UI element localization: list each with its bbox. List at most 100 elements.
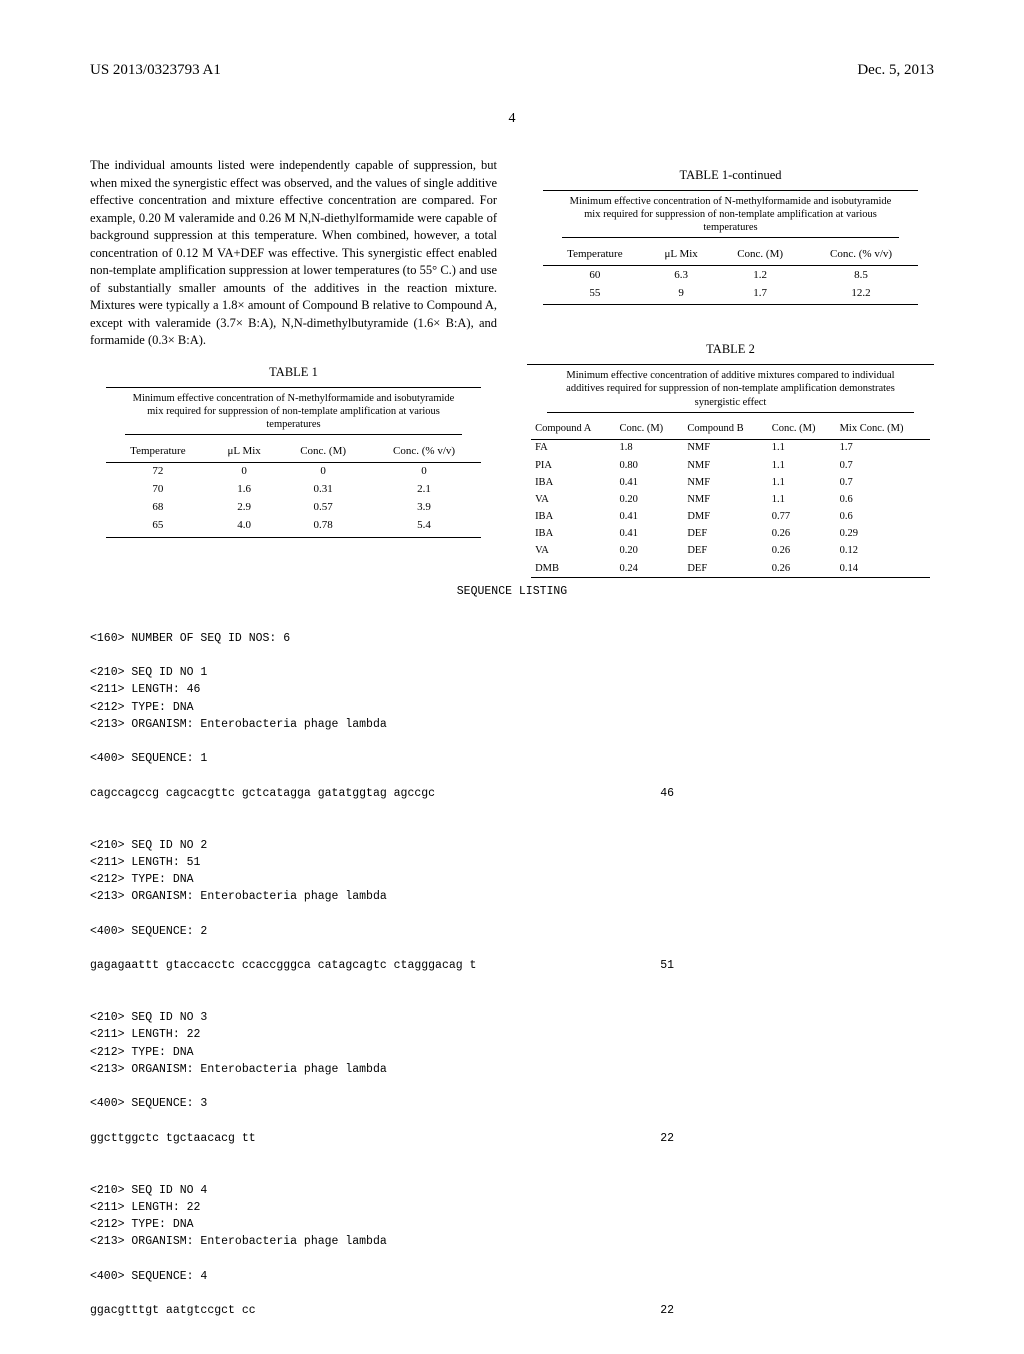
t2-col-1: Conc. (M) [615, 419, 683, 440]
t1c-col-2: Conc. (M) [716, 244, 805, 265]
table-cell: 0.7 [836, 457, 930, 474]
two-column-layout: The individual amounts listed were indep… [90, 157, 934, 584]
table-2-title: TABLE 2 [527, 341, 934, 358]
table-cell: 0.6 [836, 491, 930, 508]
table-1: Temperature μL Mix Conc. (M) Conc. (% v/… [106, 441, 480, 537]
table-row: DMB0.24DEF0.260.14 [531, 560, 930, 577]
table-row: VA0.20DEF0.260.12 [531, 543, 930, 560]
table-cell: PIA [531, 457, 615, 474]
table-row: IBA0.41DEF0.260.29 [531, 526, 930, 543]
table-cell: 6.3 [647, 266, 716, 284]
table-2-caption: Minimum effective concentration of addit… [527, 364, 934, 412]
table-cell: 0.26 [768, 543, 836, 560]
t1-col-1: μL Mix [210, 441, 279, 462]
t1c-col-1: μL Mix [647, 244, 716, 265]
table-cell: FA [531, 439, 615, 457]
table-cell: 68 [106, 498, 209, 516]
table-1-caption: Minimum effective concentration of N-met… [106, 387, 480, 435]
table-cell: 3.9 [367, 498, 480, 516]
table-cell: 1.1 [768, 457, 836, 474]
body-text: The individual amounts listed were indep… [90, 157, 497, 350]
left-column: The individual amounts listed were indep… [90, 157, 497, 584]
table-cell: 1.2 [716, 266, 805, 284]
table-cell: 70 [106, 481, 209, 499]
sequence-length: 22 [660, 1302, 934, 1319]
table-cell: 0.41 [615, 526, 683, 543]
sequence-row: gagagaattt gtaccacctc ccaccgggca catagca… [90, 957, 934, 974]
t1-col-0: Temperature [106, 441, 209, 462]
table-row: VA0.20NMF1.10.6 [531, 491, 930, 508]
table-cell: 1.7 [836, 439, 930, 457]
table-cell: 5.4 [367, 516, 480, 536]
table-row: 701.60.312.1 [106, 481, 480, 499]
t2-col-2: Compound B [683, 419, 767, 440]
table-cell: 0.31 [279, 481, 368, 499]
sequence-text: ggcttggctc tgctaacacg tt [90, 1130, 256, 1147]
table-cell: NMF [683, 474, 767, 491]
right-column: TABLE 1-continued Minimum effective conc… [527, 157, 934, 584]
sequence-text: cagccagccg cagcacgttc gctcatagga gatatgg… [90, 785, 435, 802]
table-1-title: TABLE 1 [90, 364, 497, 381]
table-cell: 0.7 [836, 474, 930, 491]
table-row: 682.90.573.9 [106, 498, 480, 516]
table-cell: 0.77 [768, 509, 836, 526]
t1-col-3: Conc. (% v/v) [367, 441, 480, 462]
table-cell: 0.26 [768, 526, 836, 543]
table-cell: 1.7 [716, 284, 805, 304]
publication-date: Dec. 5, 2013 [857, 60, 934, 80]
table-cell: 0.41 [615, 509, 683, 526]
sequence-row: ggacgtttgt aatgtccgct cc 22 [90, 1302, 934, 1319]
table-cell: NMF [683, 439, 767, 457]
table-cell: 0 [279, 462, 368, 480]
table-cell: 60 [543, 266, 646, 284]
table-row: IBA0.41DMF0.770.6 [531, 509, 930, 526]
table-cell: 1.1 [768, 491, 836, 508]
t2-col-4: Mix Conc. (M) [836, 419, 930, 440]
table-cell: DMF [683, 509, 767, 526]
table-cell: VA [531, 491, 615, 508]
t1-col-2: Conc. (M) [279, 441, 368, 462]
table-cell: VA [531, 543, 615, 560]
t1-body: 72000701.60.312.1682.90.573.9654.00.785.… [106, 462, 480, 536]
sequence-length: 22 [660, 1130, 934, 1147]
table-cell: DEF [683, 526, 767, 543]
table-cell: 0.57 [279, 498, 368, 516]
table-cell: NMF [683, 457, 767, 474]
table-2: Compound A Conc. (M) Compound B Conc. (M… [531, 419, 930, 578]
t2-body: FA1.8NMF1.11.7PIA0.80NMF1.10.7IBA0.41NMF… [531, 439, 930, 577]
table-cell: 1.6 [210, 481, 279, 499]
table-cell: 1.1 [768, 439, 836, 457]
table-cell: NMF [683, 491, 767, 508]
table-cell: 0.14 [836, 560, 930, 577]
sequence-length: 51 [660, 957, 934, 974]
table-1-cont-caption: Minimum effective concentration of N-met… [543, 190, 917, 238]
sequence-row: ggcttggctc tgctaacacg tt 22 [90, 1130, 934, 1147]
table-cell: IBA [531, 509, 615, 526]
table-row: FA1.8NMF1.11.7 [531, 439, 930, 457]
table-cell: IBA [531, 526, 615, 543]
table-cell: 0.29 [836, 526, 930, 543]
table-cell: 9 [647, 284, 716, 304]
table-cell: 72 [106, 462, 209, 480]
table-cell: DMB [531, 560, 615, 577]
table-cell: 0.20 [615, 543, 683, 560]
publication-number: US 2013/0323793 A1 [90, 60, 221, 80]
t1c-col-0: Temperature [543, 244, 646, 265]
t2-col-0: Compound A [531, 419, 615, 440]
table-cell: 0.24 [615, 560, 683, 577]
sequence-listing: <160> NUMBER OF SEQ ID NOS: 6 <210> SEQ … [90, 630, 934, 1354]
table-cell: 55 [543, 284, 646, 304]
table-cell: 12.2 [804, 284, 917, 304]
table-cell: 1.1 [768, 474, 836, 491]
table-cell: 0 [367, 462, 480, 480]
table-cell: 0.12 [836, 543, 930, 560]
table-cell: 2.9 [210, 498, 279, 516]
table-cell: IBA [531, 474, 615, 491]
table-cell: DEF [683, 560, 767, 577]
sequence-text: ggacgtttgt aatgtccgct cc [90, 1302, 256, 1319]
table-cell: 8.5 [804, 266, 917, 284]
sequence-length: 46 [660, 785, 934, 802]
sequence-listing-title: SEQUENCE LISTING [90, 584, 934, 600]
table-1-continued: Temperature μL Mix Conc. (M) Conc. (% v/… [543, 244, 917, 304]
table-1-cont-title: TABLE 1-continued [527, 167, 934, 184]
